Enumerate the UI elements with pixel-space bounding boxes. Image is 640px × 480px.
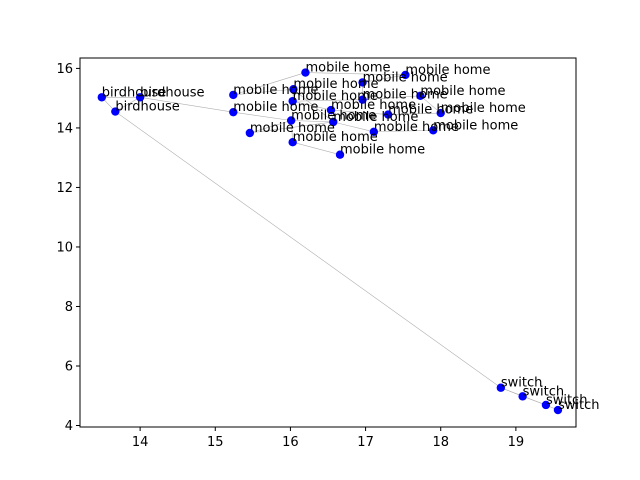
x-tick-label: 16 (282, 435, 299, 450)
y-tick-label: 14 (56, 121, 73, 136)
point-label: birdhouse (140, 85, 204, 100)
x-tick-label: 17 (357, 435, 374, 450)
data-point (358, 95, 367, 104)
point-label: mobile home (293, 89, 378, 104)
data-points (97, 68, 563, 415)
point-label: mobile home (333, 110, 418, 125)
edge-line (362, 95, 421, 100)
point-label: birdhouse (102, 85, 166, 100)
y-tick-label: 16 (56, 62, 73, 77)
point-label: mobile home (331, 98, 416, 113)
data-point (135, 93, 145, 102)
data-point (401, 70, 410, 80)
edge-line (140, 96, 234, 113)
data-point (326, 105, 336, 115)
data-point (286, 116, 296, 125)
data-point (111, 107, 120, 116)
data-point (553, 405, 563, 415)
point-label: switch (523, 384, 565, 399)
edge-line (291, 120, 334, 123)
edge-line (233, 72, 306, 96)
edge-line (233, 88, 294, 96)
data-point (245, 128, 255, 138)
edge-line (362, 74, 406, 83)
point-label: mobile home (233, 100, 318, 115)
point-label: mobile home (420, 84, 505, 99)
data-point (369, 127, 379, 136)
data-point (358, 78, 367, 87)
data-point (97, 93, 106, 102)
edge-line (292, 100, 332, 111)
data-point (383, 110, 393, 119)
data-point (229, 107, 238, 117)
point-label: mobile home (291, 108, 376, 123)
point-label: mobile home (363, 88, 448, 103)
edge-line (292, 141, 341, 156)
x-tick-label: 15 (207, 435, 224, 450)
point-label: mobile home (305, 61, 390, 76)
edge-line (420, 95, 441, 114)
point-label: mobile home (250, 121, 335, 136)
data-point (335, 150, 345, 159)
point-label: mobile home (293, 77, 378, 92)
y-tick-label: 4 (65, 419, 73, 434)
point-label: mobile home (233, 83, 318, 98)
y-tick-label: 6 (65, 359, 73, 374)
data-point (288, 138, 297, 147)
data-point (416, 91, 425, 100)
data-point (436, 108, 445, 118)
edge-line (305, 72, 406, 76)
point-label: mobile home (441, 101, 526, 116)
y-tick-label: 10 (56, 240, 73, 255)
plot-area-frame (79, 57, 577, 428)
point-label: switch (558, 398, 600, 413)
point-label: mobile home (388, 103, 473, 118)
point-label: mobile home (433, 118, 518, 133)
x-tick-label: 19 (508, 435, 525, 450)
x-axis: 14 15 16 17 18 19 (132, 427, 524, 450)
point-label: mobile home (374, 120, 459, 135)
y-tick-label: 8 (65, 300, 73, 315)
point-label: mobile home (340, 143, 425, 158)
point-label: mobile home (405, 63, 490, 78)
point-label: mobile home (363, 70, 448, 85)
data-point (301, 68, 310, 77)
data-point (429, 126, 438, 135)
data-point (329, 117, 338, 127)
data-point (496, 383, 506, 392)
edge-line (115, 111, 502, 388)
edge-line (293, 89, 334, 123)
edge-line (373, 130, 434, 133)
x-tick-label: 18 (432, 435, 449, 450)
point-label: switch (546, 393, 588, 408)
data-point (289, 85, 298, 94)
x-tick-label: 14 (132, 435, 149, 450)
y-tick-label: 12 (56, 181, 73, 196)
edge-line (249, 120, 292, 134)
edge-line (292, 99, 363, 102)
point-label: birdhouse (115, 100, 179, 115)
edge-line (388, 112, 441, 115)
data-point (541, 400, 551, 410)
edge-line (333, 121, 374, 133)
point-label: mobile home (293, 130, 378, 145)
edge-line (330, 109, 389, 115)
data-point (288, 96, 297, 106)
edge-line (115, 97, 141, 112)
edge-line (233, 111, 292, 121)
data-point (229, 90, 238, 100)
point-label: switch (501, 376, 543, 391)
data-point (518, 392, 527, 401)
y-axis: 4 6 8 10 12 14 16 (56, 62, 80, 434)
